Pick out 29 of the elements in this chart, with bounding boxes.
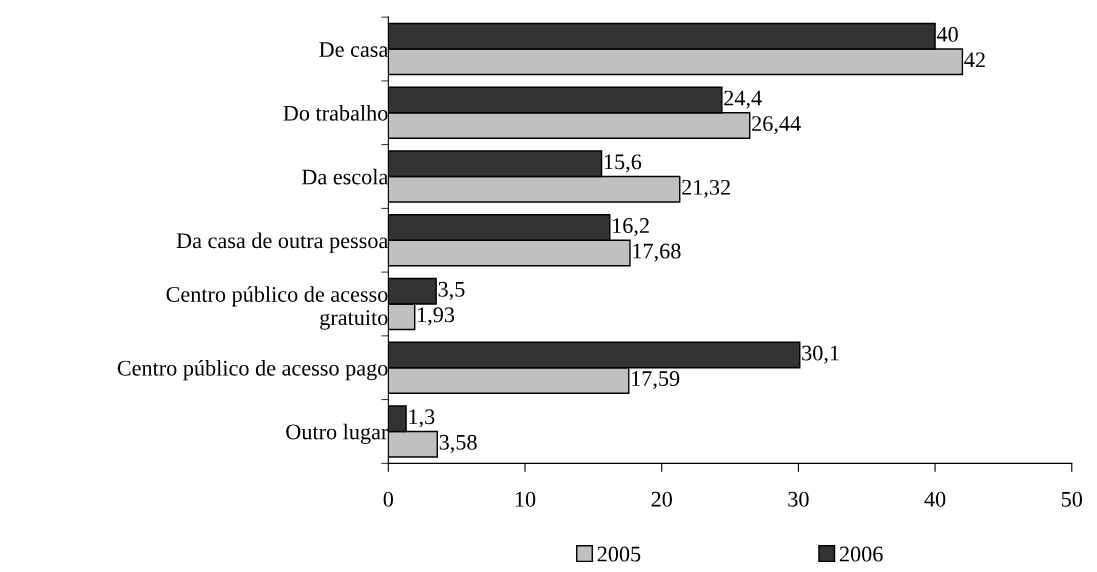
- x-tick-label: 40: [924, 491, 946, 507]
- y-tick-label: Da casa de outra pessoa: [176, 232, 389, 253]
- data-label: 3,5: [438, 281, 465, 300]
- data-label: 16,2: [613, 218, 649, 237]
- y-tick-label: Outro lugar: [286, 423, 389, 444]
- data-label: 26,44: [752, 116, 801, 135]
- y-tick-label: Centro público de acesso gratuito: [166, 286, 388, 330]
- data-label: 1,93: [418, 307, 455, 326]
- data-label: 1,3: [409, 409, 435, 428]
- y-tick-label: Do trabalho: [283, 105, 388, 121]
- y-tick-label: Centro público de acesso pago: [117, 359, 388, 381]
- data-label: 40: [936, 26, 958, 42]
- x-tick-label: 50: [1061, 491, 1083, 507]
- x-tick-label: 20: [651, 491, 672, 507]
- x-tick-label: 0: [383, 491, 394, 507]
- data-label: 17,59: [632, 371, 680, 390]
- data-label: 30,1: [802, 345, 839, 364]
- y-tick-label: Da escola: [301, 168, 389, 185]
- x-tick-label: 30: [788, 491, 809, 507]
- data-label: 24,4: [724, 90, 762, 109]
- data-label: 21,32: [682, 179, 730, 199]
- x-tick-label: 10: [515, 491, 536, 507]
- y-tick-label: De casa: [319, 42, 389, 57]
- data-label: 15,6: [604, 154, 642, 173]
- legend-label: 2006: [839, 546, 883, 562]
- legend-label: 2005: [597, 546, 641, 562]
- data-label: 17,68: [633, 243, 681, 262]
- data-label: 3,58: [439, 434, 477, 453]
- data-label: 42: [964, 52, 985, 68]
